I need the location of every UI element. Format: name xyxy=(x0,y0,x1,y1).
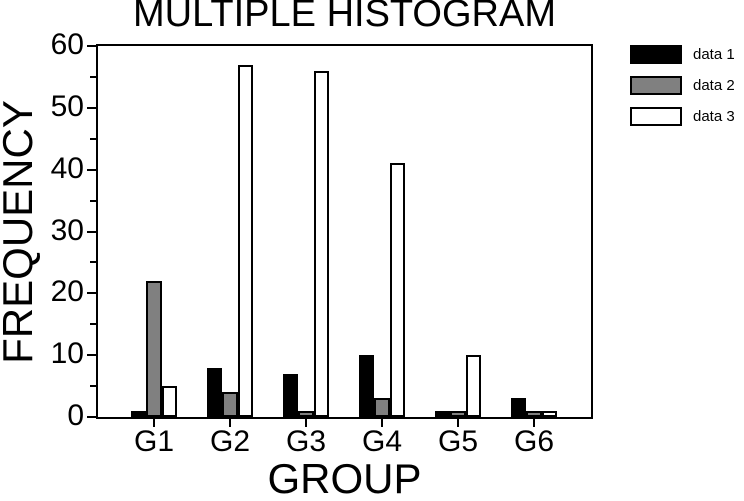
y-tick-label-20: 20 xyxy=(50,275,84,309)
y-major-tick-0 xyxy=(87,416,96,418)
y-minor-tick-45 xyxy=(90,137,96,140)
bar-g3-data-1 xyxy=(282,373,299,417)
y-major-tick-20 xyxy=(87,292,96,295)
y-major-tick-60 xyxy=(87,45,96,47)
y-minor-tick-55 xyxy=(90,75,96,78)
legend-swatch-data-3 xyxy=(630,107,682,126)
y-tick-label-60: 60 xyxy=(50,28,84,61)
x-tick-g3 xyxy=(305,419,307,427)
y-tick-label-0: 0 xyxy=(67,399,84,432)
bar-g6-data-2 xyxy=(526,410,542,417)
bar-g1-data-3 xyxy=(161,386,178,417)
bar-g2-data-2 xyxy=(222,392,238,417)
bar-g1-data-1 xyxy=(130,410,147,417)
x-tick-label-g5: G5 xyxy=(437,425,479,458)
bar-g3-data-3 xyxy=(313,70,330,417)
chart-title: MULTIPLE HISTOGRAM xyxy=(133,0,556,35)
y-major-tick-30 xyxy=(87,230,96,233)
x-tick-label-g6: G6 xyxy=(513,425,555,458)
bar-g2-data-1 xyxy=(206,367,223,417)
x-tick-label-g3: G3 xyxy=(285,425,327,458)
bar-g4-data-3 xyxy=(389,163,406,417)
bar-g5-data-2 xyxy=(450,410,466,417)
y-tick-label-50: 50 xyxy=(50,89,84,123)
x-tick-label-g4: G4 xyxy=(361,425,403,458)
bar-g5-data-1 xyxy=(434,410,451,417)
x-tick-g2 xyxy=(229,419,231,427)
y-major-tick-40 xyxy=(87,168,96,171)
bar-g3-data-2 xyxy=(298,410,314,417)
legend-label-data-1: data 1 xyxy=(693,46,735,63)
bar-g6-data-1 xyxy=(510,398,527,417)
y-minor-tick-35 xyxy=(90,199,96,202)
bar-g1-data-2 xyxy=(146,280,162,417)
y-major-tick-50 xyxy=(87,106,96,109)
x-tick-g1 xyxy=(153,419,155,427)
bar-g4-data-1 xyxy=(358,355,375,417)
y-minor-tick-15 xyxy=(90,323,96,326)
x-tick-label-g1: G1 xyxy=(133,425,175,458)
y-tick-label-40: 40 xyxy=(50,151,84,185)
legend-item-data-3: data 3 xyxy=(630,107,735,126)
x-tick-label-g2: G2 xyxy=(209,425,251,458)
bar-g2-data-3 xyxy=(237,64,254,417)
y-major-tick-10 xyxy=(87,354,96,357)
y-tick-label-10: 10 xyxy=(50,337,84,371)
bar-g6-data-3 xyxy=(541,410,558,417)
legend-swatch-data-1 xyxy=(630,45,682,64)
x-tick-g5 xyxy=(457,419,459,427)
legend-label-data-3: data 3 xyxy=(693,108,735,125)
legend-label-data-2: data 2 xyxy=(693,77,735,94)
legend: data 1 data 2 data 3 xyxy=(630,45,735,138)
legend-swatch-data-2 xyxy=(630,76,682,95)
x-axis-title: GROUP xyxy=(267,455,422,501)
bar-g5-data-3 xyxy=(465,355,482,417)
y-tick-label-30: 30 xyxy=(50,213,84,247)
y-minor-tick-25 xyxy=(90,261,96,264)
x-tick-g6 xyxy=(533,419,535,427)
legend-item-data-1: data 1 xyxy=(630,45,735,64)
bar-g4-data-2 xyxy=(374,398,390,417)
plot-area xyxy=(87,44,593,427)
x-tick-g4 xyxy=(381,419,383,427)
legend-item-data-2: data 2 xyxy=(630,76,735,95)
y-minor-tick-5 xyxy=(90,385,96,388)
